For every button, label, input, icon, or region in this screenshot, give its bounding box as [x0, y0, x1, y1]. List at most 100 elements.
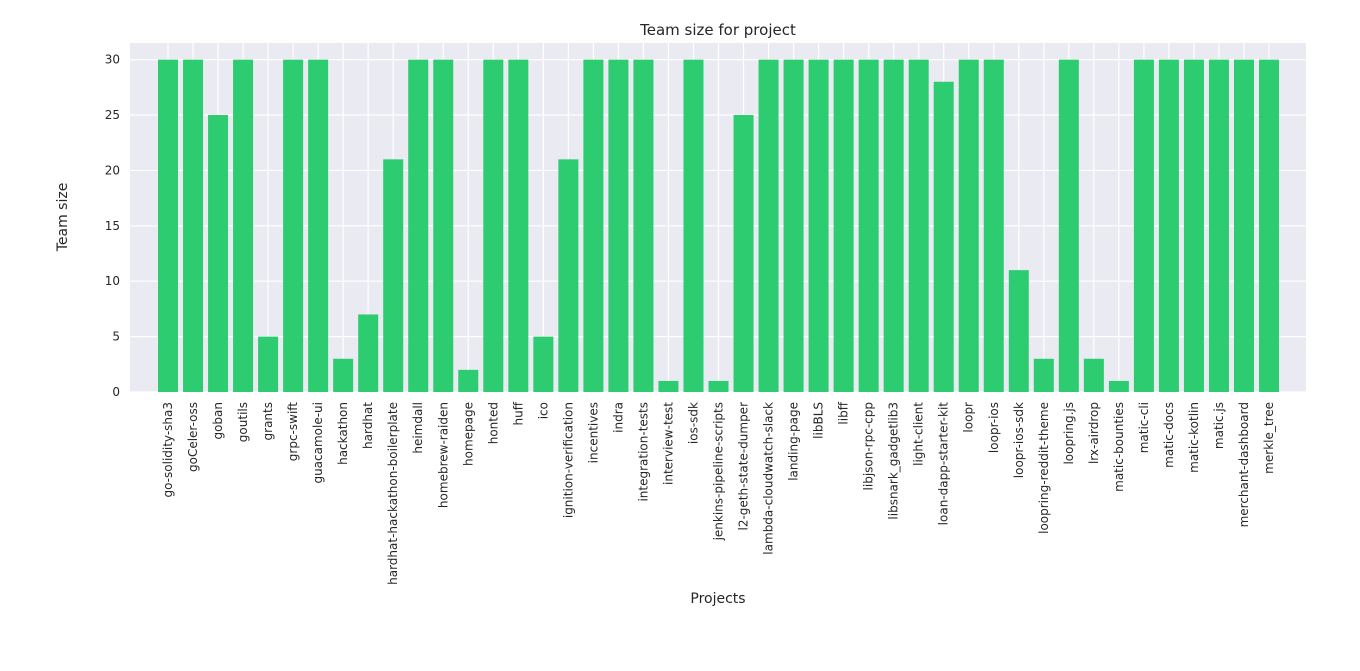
x-tick-label: loopring-reddit-theme	[1037, 402, 1051, 534]
x-tick-label: matic-bounties	[1112, 402, 1126, 492]
x-tick-label: integration-tests	[636, 402, 650, 502]
x-tick-label: l2-geth-state-dumper	[737, 402, 751, 531]
x-tick-label: matic-kotlin	[1187, 402, 1201, 473]
bar-lambda-cloudwatch-slack	[758, 59, 779, 392]
x-tick-label: ico	[536, 402, 550, 419]
bar-matic-bounties	[1108, 380, 1129, 392]
bar-landing-page	[783, 59, 804, 392]
x-tick-label: libff	[837, 401, 851, 424]
x-tick-label: libjson-rpc-cpp	[862, 402, 876, 490]
y-axis-ticks: 0 5 10 15 20 25 30	[105, 53, 120, 399]
bar-libff	[833, 59, 854, 392]
y-tick-label: 0	[112, 385, 120, 399]
x-tick-label: ios-sdk	[686, 402, 700, 444]
bar-grpc-swift	[283, 59, 304, 392]
x-tick-label: go-solidity-sha3	[161, 402, 175, 498]
y-tick-label: 5	[112, 330, 120, 344]
x-tick-label: homepage	[461, 402, 475, 466]
bar-hackathon	[333, 358, 354, 392]
bar-heimdall	[408, 59, 429, 392]
x-tick-label: hardhat-hackathon-boilerplate	[386, 402, 400, 585]
bar-ico	[533, 336, 554, 392]
x-tick-label: matic-cli	[1137, 402, 1151, 453]
x-tick-label: hardhat	[361, 402, 375, 449]
bar-indra	[608, 59, 629, 392]
bar-loopr-ios	[983, 59, 1004, 392]
x-tick-label: merchant-dashboard	[1237, 402, 1251, 527]
bar-l2-geth-state-dumper	[733, 115, 754, 393]
x-tick-label: libBLS	[812, 402, 826, 439]
x-tick-label: guacamole-ui	[311, 402, 325, 484]
x-tick-label: homebrew-raiden	[436, 402, 450, 508]
bar-goban	[208, 115, 229, 393]
bar-integration-tests	[633, 59, 654, 392]
bar-incentives	[583, 59, 604, 392]
x-tick-label: loan-dapp-starter-kit	[937, 402, 951, 526]
y-tick-label: 25	[105, 108, 120, 122]
bar-loan-dapp-starter-kit	[933, 81, 954, 393]
bar-loopring.js	[1058, 59, 1079, 392]
x-tick-label: merkle_tree	[1262, 402, 1276, 474]
x-tick-label: goCeler-oss	[186, 402, 200, 472]
bar-matic.js	[1208, 59, 1229, 392]
bar-grants	[258, 336, 279, 392]
bar-ios-sdk	[683, 59, 704, 392]
bar-interview-test	[658, 380, 679, 392]
y-tick-label: 30	[105, 53, 120, 67]
y-tick-label: 15	[105, 219, 120, 233]
x-axis-label: Projects	[690, 591, 745, 607]
x-tick-label: huff	[511, 401, 525, 425]
bar-matic-cli	[1133, 59, 1154, 392]
bar-lrx-airdrop	[1083, 358, 1104, 392]
x-axis-ticks: go-solidity-sha3 goCeler-oss goban goutils g…	[161, 401, 1276, 585]
bar-loopring-reddit-theme	[1033, 358, 1054, 392]
bar-light-client	[908, 59, 929, 392]
bars	[158, 59, 1280, 393]
x-tick-label: lambda-cloudwatch-slack	[762, 402, 776, 555]
bar-jenkins-pipeline-scripts	[708, 380, 729, 392]
x-tick-label: goutils	[236, 402, 250, 442]
bar-merkle_tree	[1259, 59, 1280, 392]
bar-libBLS	[808, 59, 829, 392]
bar-honted	[483, 59, 504, 392]
y-tick-label: 10	[105, 274, 120, 288]
x-tick-label: indra	[611, 402, 625, 433]
bar-goCeler-oss	[183, 59, 204, 392]
bar-libsnark_gadgetlib3	[883, 59, 904, 392]
x-tick-label: landing-page	[787, 402, 801, 481]
x-tick-label: honted	[486, 402, 500, 444]
bar-loopr	[958, 59, 979, 392]
bar-libjson-rpc-cpp	[858, 59, 879, 392]
bar-ignition-verification	[558, 159, 579, 392]
x-tick-label: loopr-ios	[987, 402, 1001, 453]
x-tick-label: matic-docs	[1162, 402, 1176, 468]
x-tick-label: loopr-ios-sdk	[1012, 402, 1026, 478]
chart-title: Team size for project	[639, 21, 796, 39]
x-tick-label: libsnark_gadgetlib3	[887, 402, 901, 520]
x-tick-label: incentives	[586, 402, 600, 463]
x-tick-label: goban	[211, 402, 225, 440]
y-axis-label: Team size	[55, 183, 71, 253]
x-tick-label: lrx-airdrop	[1087, 402, 1101, 464]
bar-go-solidity-sha3	[158, 59, 178, 392]
bar-homepage	[458, 369, 479, 392]
x-tick-label: grpc-swift	[286, 402, 300, 462]
x-tick-label: matic.js	[1212, 402, 1226, 449]
bar-huff	[508, 59, 529, 392]
bar-goutils	[233, 59, 254, 392]
x-tick-label: hackathon	[336, 402, 350, 465]
x-tick-label: heimdall	[411, 402, 425, 454]
bar-merchant-dashboard	[1233, 59, 1254, 392]
x-tick-label: jenkins-pipeline-scripts	[712, 402, 726, 541]
bar-hardhat	[358, 314, 379, 392]
bar-matic-docs	[1158, 59, 1179, 392]
y-tick-label: 20	[105, 163, 120, 177]
bar-loopr-ios-sdk	[1008, 270, 1029, 392]
bar-guacamole-ui	[308, 59, 329, 392]
x-tick-label: grants	[261, 402, 275, 440]
x-tick-label: ignition-verification	[561, 402, 575, 518]
bar-homebrew-raiden	[433, 59, 454, 392]
x-tick-label: loopr	[962, 402, 976, 433]
x-tick-label: interview-test	[661, 402, 675, 485]
